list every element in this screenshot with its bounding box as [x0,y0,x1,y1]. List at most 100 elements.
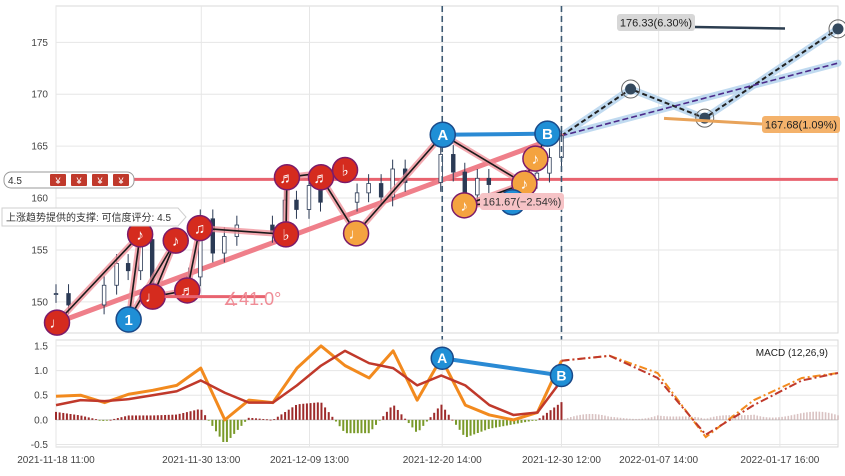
callout-pointer [694,25,786,30]
macd-projected-histogram-bar [635,418,637,420]
macd-histogram-bar [156,415,159,420]
macd-y-tick-label: -0.5 [31,440,49,451]
price-y-tick-label: 155 [31,245,48,256]
macd-histogram-bar [349,419,352,434]
signal-line [55,349,563,417]
price-plot-frame [55,5,839,334]
macd-projected-histogram-bar [709,417,712,420]
projection-lower-line [561,62,839,137]
macd-histogram-bar [331,416,334,420]
target-lower-callout: 167.68(1.09%) [663,116,840,133]
wave-marker [273,164,301,191]
macd-projected-histogram-bar [747,415,749,420]
macd-histogram-bar [200,409,203,420]
macd-histogram-bar [295,404,298,420]
wave-marker-label: ♩ [349,226,364,243]
macd-histogram-bar [345,419,348,434]
x-tick-label: 2022-01-07 14:00 [619,455,698,466]
macd-histogram-bar [367,419,370,434]
wave-marker-label: 1 [124,312,132,329]
badge-icon [71,174,87,186]
badge-icon [50,174,66,186]
price-bar-body [66,293,71,306]
macd-histogram-bar [480,419,483,432]
macd-line [55,344,563,422]
macd-projected-histogram-bar [650,417,653,420]
macd-histogram-bar [498,419,501,427]
macd-histogram-bar [524,419,527,423]
macd-projected-histogram-bar [787,415,790,420]
macd-projected-histogram-bar [660,415,662,420]
macd-y-tick-label: 0.0 [34,415,48,426]
callout-text: 167.68(1.09%) [765,120,837,132]
macd-projected-histogram-bar [737,415,740,420]
macd-histogram-bar [549,410,552,420]
macd-histogram-bar [404,418,407,420]
wave-marker-label: ♪ [136,227,144,244]
price-bar-body [114,263,119,286]
macd-histogram-bar [164,414,167,420]
macd-projected-histogram-bar [818,411,821,420]
macd-histogram-bar [509,419,512,425]
macd-histogram-bar [495,419,498,428]
macd-histogram-bar [167,414,170,420]
macd-projected-histogram-bar [743,415,746,420]
wave-marker [162,227,189,254]
macd-histogram-bar [356,419,359,434]
macd-histogram-bar [505,419,508,426]
macd-histogram-bar [87,417,90,420]
wave-marker-label: ♩ [50,315,65,332]
macd-panel: 2021-11-18 11:00 2021-11-30 13:00 2021-12-… [17,339,839,466]
macd-histogram-bar [320,402,323,420]
macd-histogram-bar [465,419,468,438]
macd-histogram-bar [185,412,188,420]
price-bar-body [462,171,467,196]
macd-projected-histogram-bar [784,416,786,420]
macd-projected-histogram-bar [619,417,622,420]
price-y-tick-label: 165 [31,142,48,153]
macd-projected-histogram-bar [688,416,690,420]
macd-histogram-bar [131,415,134,420]
macd-projected-histogram-bar [728,415,731,420]
macd-histogram-bar [233,419,236,434]
macd-histogram-bar [316,402,319,420]
wave-marker-label: ♪ [532,151,540,168]
macd-histogram-bar [535,419,538,421]
wave-marker-label: ♩ [145,289,160,306]
badge-icon-glyph: ¥ [96,176,103,186]
macd-projected-histogram-bar [666,416,668,420]
macd-histogram-bar [127,415,130,420]
macd-histogram-bar [455,419,458,425]
macd-histogram-bar [175,414,178,420]
x-tick-label: 2022-01-17 16:00 [740,455,819,466]
price-y-tick-label: 175 [31,38,48,49]
macd-projected-histogram-bar [697,417,699,420]
macd-histogram-bar [451,419,454,421]
macd-histogram-bar [371,419,374,430]
macd-projected-histogram-bar [768,417,771,420]
macd-projected-histogram-bar [684,416,687,420]
macd-projected-histogram-bar [632,418,634,420]
price-y-tick-label: 160 [31,194,48,205]
projection-node-ring [828,19,845,39]
macd-histogram-bar [116,418,119,420]
macd-histogram-bar [327,412,330,420]
macd-histogram-bar [491,419,494,429]
macd-projected-histogram-bar [579,414,581,420]
wave-marker-label: ♬ [314,170,329,187]
price-bar-body [547,157,552,174]
macd-projected-histogram-bar [837,415,839,420]
macd-projected-histogram-bar [778,417,780,420]
macd-projected-histogram-bar [653,416,656,420]
wave-marker-label: ♬ [279,170,294,187]
macd-projected-histogram-bar [641,418,644,420]
price-panel: 150155160165170175♩1♩♪♪♬♫♬♭♬♭♩♪A♪2♪B∡41.… [1,5,845,447]
macd-divergence-marker [430,346,454,370]
macd-histogram-bar [542,415,545,420]
macd-histogram-bar [287,409,290,420]
macd-projected-histogram-bar [706,418,709,420]
macd-histogram-bar [389,407,392,420]
macd-projected-histogram-bar [812,411,814,420]
wave-marker-label: ♪ [461,198,469,215]
